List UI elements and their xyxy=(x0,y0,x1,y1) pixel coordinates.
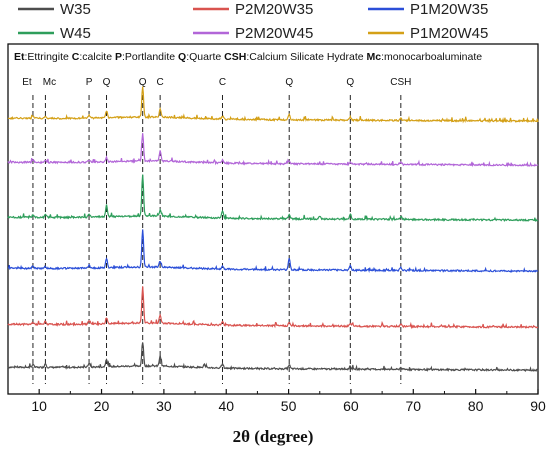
peak-marker-label: C xyxy=(219,77,226,88)
peak-marker-label: Mc xyxy=(43,77,56,88)
annotation-part: :Quarte xyxy=(186,51,224,63)
peak-marker-label: Q xyxy=(103,77,111,88)
peak-marker-label: Q xyxy=(346,77,354,88)
series-line-w35 xyxy=(7,342,539,373)
annotation-part: :monocarboaluminate xyxy=(381,51,482,63)
annotation-part: :calcite xyxy=(79,51,115,63)
series-line-p2m20w35 xyxy=(7,286,539,330)
legend-label-p1m20w45: P1M20W45 xyxy=(410,25,488,42)
phase-key-annotation: Et:Ettringite C:calcite P:Portlandite Q:… xyxy=(14,51,482,63)
x-tick-label: 40 xyxy=(218,398,234,414)
x-tick-label: 10 xyxy=(31,398,47,414)
annotation-part: :Ettringite xyxy=(25,51,72,63)
legend: W35 P2M20W35 P1M20W35 W45 P2M20W45 P1M20W45 xyxy=(18,1,488,42)
x-tick-label: 70 xyxy=(406,398,422,414)
peak-marker-label: C xyxy=(157,77,164,88)
x-tick-label: 90 xyxy=(530,398,546,414)
plot-frame xyxy=(7,43,539,395)
series-lines xyxy=(7,86,539,373)
legend-label-p2m20w35: P2M20W35 xyxy=(235,1,313,18)
legend-label-w35: W35 xyxy=(60,1,91,18)
series-line-p1m20w45 xyxy=(7,86,539,124)
annotation-part: Q xyxy=(178,51,186,63)
x-tick-label: 50 xyxy=(281,398,297,414)
x-tick-label: 30 xyxy=(156,398,172,414)
peak-marker-label: CSH xyxy=(390,77,411,88)
annotation-part: :Portlandite xyxy=(122,51,178,63)
annotation-part: C xyxy=(72,51,80,63)
peak-marker-label: Q xyxy=(139,77,147,88)
annotation-part: :Calcium Silicate Hydrate xyxy=(246,51,366,63)
legend-label-p2m20w45: P2M20W45 xyxy=(235,25,313,42)
annotation-part: Mc xyxy=(367,51,382,63)
peak-markers: Et Mc P Q Q C C Q Q CSH xyxy=(22,77,411,384)
annotation-part: Et xyxy=(14,51,25,63)
x-tick-label: 20 xyxy=(94,398,110,414)
annotation-part: P xyxy=(115,51,122,63)
series-line-w45 xyxy=(7,174,539,223)
peak-marker-label: P xyxy=(86,77,93,88)
x-tick-label: 80 xyxy=(468,398,484,414)
series-line-p2m20w45 xyxy=(7,133,539,168)
legend-label-p1m20w35: P1M20W35 xyxy=(410,1,488,18)
x-tick-label: 60 xyxy=(343,398,359,414)
legend-label-w45: W45 xyxy=(60,25,91,42)
series-line-p1m20w35 xyxy=(7,229,539,273)
peak-marker-label: Et xyxy=(22,77,32,88)
x-axis: 10 20 30 40 50 60 70 80 90 xyxy=(31,389,546,414)
peak-marker-label: Q xyxy=(285,77,293,88)
x-axis-label: 2θ (degree) xyxy=(233,427,314,446)
annotation-part: CSH xyxy=(224,51,246,63)
